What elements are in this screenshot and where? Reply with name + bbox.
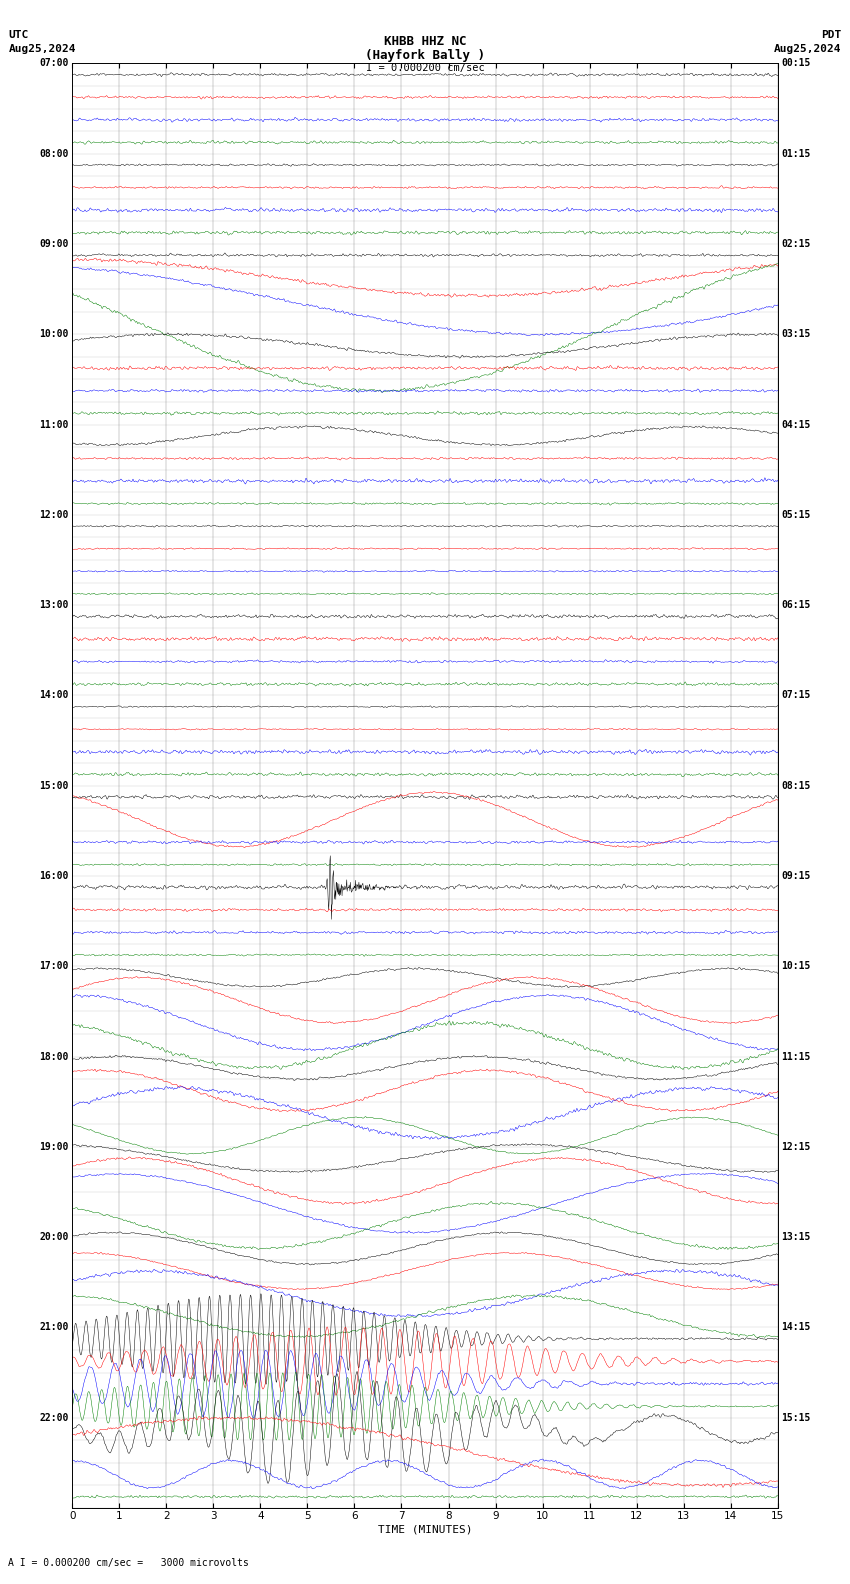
Text: 03:15: 03:15 xyxy=(781,329,811,339)
Text: 07:15: 07:15 xyxy=(781,691,811,700)
Text: Aug25,2024: Aug25,2024 xyxy=(8,44,76,54)
Text: UTC: UTC xyxy=(8,30,29,40)
Text: 12:15: 12:15 xyxy=(781,1142,811,1152)
Text: Aug25,2024: Aug25,2024 xyxy=(774,44,842,54)
Text: 22:00: 22:00 xyxy=(39,1413,69,1422)
Text: 00:15: 00:15 xyxy=(781,59,811,68)
Text: (Hayfork Bally ): (Hayfork Bally ) xyxy=(365,49,485,62)
Text: 12:00: 12:00 xyxy=(39,510,69,520)
Text: 15:15: 15:15 xyxy=(781,1413,811,1422)
X-axis label: TIME (MINUTES): TIME (MINUTES) xyxy=(377,1525,473,1535)
Text: 13:15: 13:15 xyxy=(781,1232,811,1242)
Text: 11:15: 11:15 xyxy=(781,1052,811,1061)
Text: 11:00: 11:00 xyxy=(39,420,69,429)
Text: 09:15: 09:15 xyxy=(781,871,811,881)
Text: 07:00: 07:00 xyxy=(39,59,69,68)
Text: 17:00: 17:00 xyxy=(39,961,69,971)
Text: 14:15: 14:15 xyxy=(781,1323,811,1332)
Text: 06:15: 06:15 xyxy=(781,600,811,610)
Text: KHBB HHZ NC: KHBB HHZ NC xyxy=(383,35,467,48)
Text: 08:15: 08:15 xyxy=(781,781,811,790)
Text: 01:15: 01:15 xyxy=(781,149,811,158)
Text: 18:00: 18:00 xyxy=(39,1052,69,1061)
Text: 19:00: 19:00 xyxy=(39,1142,69,1152)
Text: 15:00: 15:00 xyxy=(39,781,69,790)
Text: 04:15: 04:15 xyxy=(781,420,811,429)
Text: PDT: PDT xyxy=(821,30,842,40)
Text: 16:00: 16:00 xyxy=(39,871,69,881)
Text: 13:00: 13:00 xyxy=(39,600,69,610)
Text: A I = 0.000200 cm/sec =   3000 microvolts: A I = 0.000200 cm/sec = 3000 microvolts xyxy=(8,1559,249,1568)
Text: 21:00: 21:00 xyxy=(39,1323,69,1332)
Text: 05:15: 05:15 xyxy=(781,510,811,520)
Text: I = 0.000200 cm/sec: I = 0.000200 cm/sec xyxy=(366,63,484,73)
Text: 10:15: 10:15 xyxy=(781,961,811,971)
Text: 09:00: 09:00 xyxy=(39,239,69,249)
Text: 20:00: 20:00 xyxy=(39,1232,69,1242)
Text: 08:00: 08:00 xyxy=(39,149,69,158)
Text: 14:00: 14:00 xyxy=(39,691,69,700)
Text: 02:15: 02:15 xyxy=(781,239,811,249)
Text: 10:00: 10:00 xyxy=(39,329,69,339)
